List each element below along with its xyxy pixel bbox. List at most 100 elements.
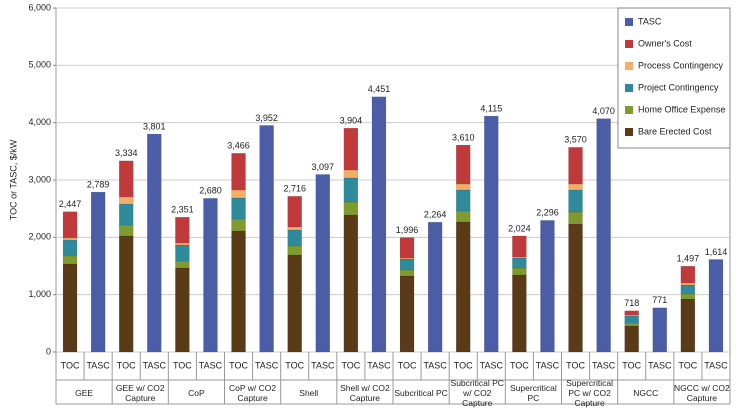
bar-segment (484, 115, 499, 353)
bar-segment (343, 177, 359, 203)
bar-segment (455, 210, 471, 223)
bar-segment (399, 237, 415, 259)
legend-swatch (625, 106, 633, 114)
x-tick-label: TOC (510, 360, 529, 370)
bar-segment (287, 196, 302, 228)
x-tick-label: TASC (648, 360, 672, 370)
bar-segment (175, 242, 190, 246)
bar-segment (175, 260, 190, 269)
x-tick-label: TASC (367, 360, 391, 370)
x-tick-label: TASC (480, 360, 504, 370)
group-label: Supercritical PC (510, 382, 557, 403)
x-tick-label: TASC (704, 360, 728, 370)
bar-segment (118, 235, 134, 353)
bar-segment (624, 315, 639, 324)
bar-segment (680, 298, 696, 353)
legend-swatch (625, 62, 633, 70)
x-tick-label: TOC (454, 360, 473, 370)
x-tick-label: TASC (199, 360, 223, 370)
bar-segment (287, 229, 302, 247)
group-label: CoP w/ CO2 Capture (229, 382, 277, 403)
group-label: Shell w/ CO2 Capture (340, 382, 390, 403)
bar-segment (624, 310, 639, 316)
bar-segment (624, 322, 639, 327)
value-label: 3,952 (255, 113, 278, 123)
total-label: 3,466 (227, 141, 250, 151)
bar-segment (343, 169, 359, 179)
bar-segment (427, 221, 443, 353)
value-label: 771 (652, 295, 667, 305)
value-label: 4,451 (368, 84, 391, 94)
group-label: NGCC (633, 387, 659, 398)
value-label: 2,296 (536, 208, 559, 218)
y-tick-label: 3,000 (28, 174, 51, 184)
bar-segment (455, 144, 471, 185)
group-label: Subcritical PC w/ CO2 Capture (450, 377, 504, 408)
bar-segment (343, 201, 359, 216)
bar-segment (315, 174, 331, 353)
bar-segment (399, 269, 415, 277)
bar-segment (62, 255, 78, 265)
legend-swatch (625, 40, 633, 48)
bar-segment (231, 189, 246, 199)
group-label: Supercritical PC w/ CO2 Capture (566, 377, 613, 408)
value-label: 2,680 (199, 186, 222, 196)
bar-segment (680, 293, 696, 300)
bar-segment (287, 245, 302, 256)
legend-swatch (625, 18, 633, 26)
group-label: NGCC w/ CO2 Capture (674, 382, 730, 403)
legend-label: Bare Erected Cost (638, 126, 712, 136)
bar-segment (175, 244, 190, 262)
bar-segment (371, 96, 387, 353)
bar-segment (259, 125, 274, 353)
total-label: 2,024 (508, 223, 531, 233)
y-tick-label: 0 (46, 346, 51, 356)
bar-segment (231, 230, 246, 353)
bar-segment (512, 274, 527, 353)
total-label: 3,610 (452, 132, 475, 142)
bar-segment (231, 197, 246, 220)
group-label: CoP (188, 387, 205, 398)
total-label: 2,351 (171, 205, 194, 215)
bar-segment (568, 183, 583, 191)
legend-box (617, 7, 731, 149)
total-label: 3,334 (115, 148, 138, 158)
bar-segment (540, 220, 555, 353)
y-axis-title: TOC or TASC, $/kW (8, 139, 18, 220)
legend-swatch (625, 84, 633, 92)
total-label: 1,996 (396, 225, 419, 235)
x-tick-label: TOC (398, 360, 417, 370)
group-label: Shell (299, 387, 319, 398)
bar-segment (512, 235, 527, 258)
value-label: 4,115 (480, 103, 502, 113)
x-tick-label: TOC (117, 360, 136, 370)
value-label: 2,789 (87, 179, 110, 189)
y-tick-label: 6,000 (28, 2, 51, 12)
bar-segment (62, 237, 78, 241)
x-tick-label: TASC (592, 360, 616, 370)
value-label: 4,070 (592, 106, 615, 116)
x-tick-label: TASC (423, 360, 447, 370)
bar-segment (118, 160, 134, 198)
x-tick-label: TOC (678, 360, 697, 370)
bar-segment (147, 133, 162, 353)
bar-segment (118, 203, 134, 226)
value-label: 3,801 (143, 121, 166, 131)
x-tick-label: TASC (536, 360, 560, 370)
group-label: GEE w/ CO2 Capture (115, 382, 165, 403)
x-tick-label: TASC (311, 360, 335, 370)
bar-segment (455, 183, 471, 191)
group-label: GEE (75, 387, 94, 398)
bar-segment (231, 153, 246, 191)
bar-segment (231, 218, 246, 232)
bar-segment (203, 198, 218, 353)
total-label: 2,716 (283, 184, 306, 194)
legend-swatch (625, 128, 633, 136)
bar-segment (399, 258, 415, 271)
bar-segment (512, 257, 527, 269)
bar-segment (343, 214, 359, 353)
x-tick-label: TASC (255, 360, 279, 370)
bar-segment (287, 254, 302, 353)
